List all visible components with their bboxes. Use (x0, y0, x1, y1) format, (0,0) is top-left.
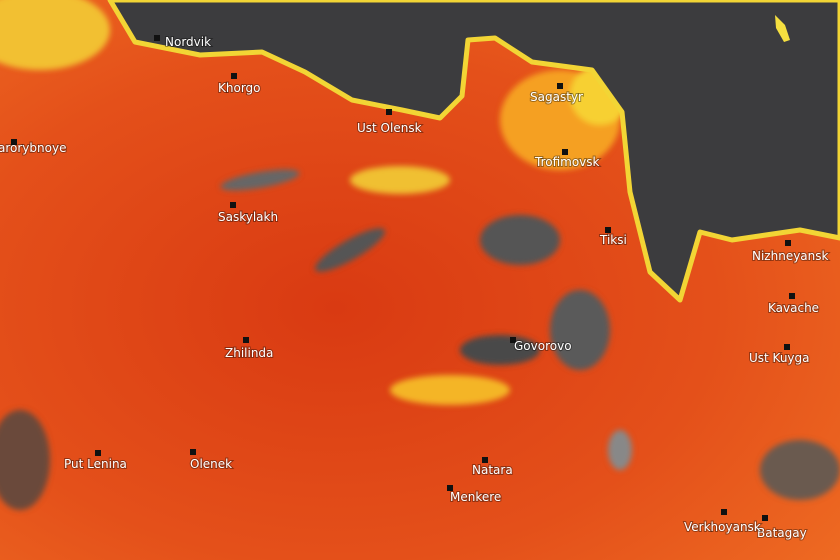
city-label: Zhilinda (225, 346, 273, 360)
city-label: Sagastyr (530, 90, 583, 104)
city-marker (557, 83, 563, 89)
city-marker (154, 35, 160, 41)
city-label: Put Lenina (64, 457, 127, 471)
city-label: Nizhneyansk (752, 249, 829, 263)
city-label: Trofimovsk (534, 155, 600, 169)
city-label: Menkere (450, 490, 501, 504)
city-marker (447, 485, 453, 491)
city-marker (482, 457, 488, 463)
city-label: Kavache (768, 301, 819, 315)
city-label: Olenek (190, 457, 232, 471)
city-marker (190, 449, 196, 455)
city-markers (11, 35, 795, 521)
city-label: Khorgo (218, 81, 261, 95)
island (775, 15, 790, 42)
city-marker (386, 109, 392, 115)
city-marker (510, 337, 516, 343)
city-marker (789, 293, 795, 299)
sea (107, 0, 840, 303)
city-label: Tiksi (599, 233, 627, 247)
city-labels: Nordvik Khorgo Ust Olensk Sagastyr Trofi… (0, 34, 830, 541)
city-label: Ust Kuyga (749, 351, 810, 365)
city-label: arorybnoye (0, 141, 66, 155)
city-marker (605, 227, 611, 233)
city-label: Natara (472, 463, 513, 477)
city-label: Verkhoyansk (684, 520, 761, 534)
city-marker (784, 344, 790, 350)
city-label: Saskylakh (218, 210, 278, 224)
city-label: Batagay (757, 526, 807, 540)
city-marker (762, 515, 768, 521)
city-label: Govorovo (514, 339, 572, 353)
city-marker (243, 337, 249, 343)
city-marker (785, 240, 791, 246)
city-marker (11, 139, 17, 145)
city-marker (231, 73, 237, 79)
city-marker (230, 202, 236, 208)
city-marker (721, 509, 727, 515)
temperature-patches (0, 0, 840, 510)
city-label: Nordvik (165, 35, 211, 49)
city-label: Ust Olensk (357, 121, 422, 135)
city-marker (562, 149, 568, 155)
city-marker (95, 450, 101, 456)
